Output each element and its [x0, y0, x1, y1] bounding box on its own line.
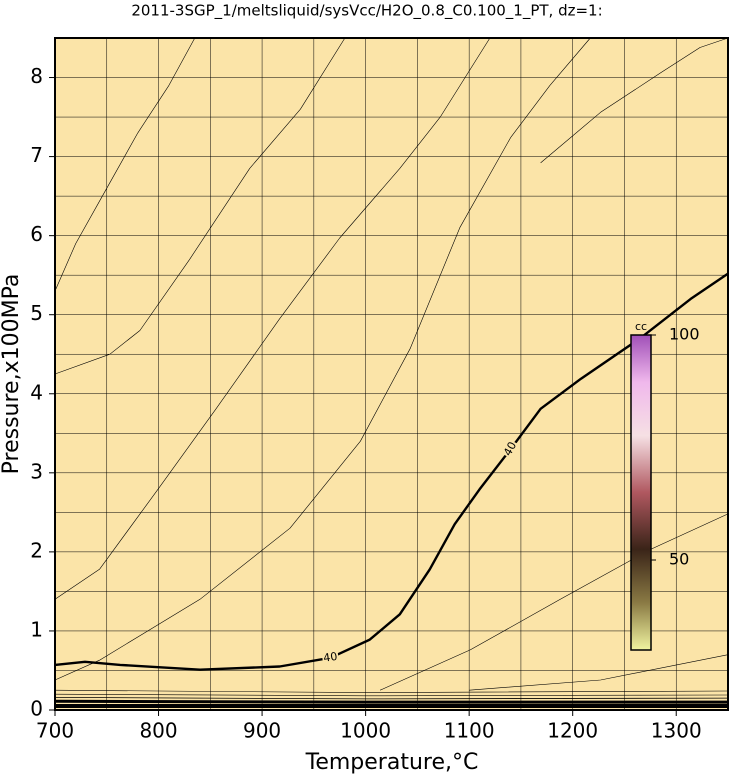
x-tick-label: 1200 [547, 719, 598, 743]
contour-line [54, 272, 729, 671]
plot-background [55, 38, 728, 710]
y-tick-label: 6 [30, 222, 43, 246]
colorbar-tick-label: 100 [669, 325, 700, 344]
colorbar-tick-label: 50 [669, 550, 689, 569]
contour-line [54, 699, 728, 704]
contour-line [54, 697, 729, 700]
colorbar [630, 334, 652, 651]
x-tick-label: 700 [36, 719, 74, 743]
y-tick-label: 4 [30, 380, 43, 404]
y-tick-label: 3 [30, 459, 43, 483]
contour-label-bg [501, 439, 520, 459]
x-tick-label: 1300 [651, 719, 702, 743]
y-axis-label: Pressure,x100MPa [0, 274, 24, 475]
contour-label: 40 [501, 440, 519, 458]
x-axis-label: Temperature,°C [305, 750, 479, 775]
contour-line [54, 689, 729, 693]
contour-line [54, 37, 491, 600]
y-tick-label: 2 [30, 538, 43, 562]
y-tick-label: 0 [30, 697, 43, 721]
x-tick-label: 1100 [444, 719, 495, 743]
contour-label: 40 [323, 650, 339, 665]
plot-frame [54, 37, 729, 711]
x-tick-label: 900 [243, 719, 281, 743]
contour-line [54, 37, 196, 292]
contour-label-bg [321, 650, 340, 665]
contour-line [379, 513, 729, 691]
contour-line [54, 37, 346, 375]
colorbar-title: cc [635, 320, 647, 333]
y-tick-label: 5 [30, 301, 43, 325]
contour-line [54, 693, 729, 697]
contour-line [469, 654, 729, 691]
contour-line [54, 37, 591, 681]
y-tick-label: 1 [30, 617, 43, 641]
contour-line [540, 37, 729, 164]
x-tick-label: 1000 [340, 719, 391, 743]
y-tick-label: 7 [30, 143, 43, 167]
chart-title: 2011-3SGP_1/meltsliquid/sysVcc/H2O_0.8_C… [131, 2, 602, 21]
y-tick-label: 8 [30, 64, 43, 88]
x-tick-label: 800 [139, 719, 177, 743]
